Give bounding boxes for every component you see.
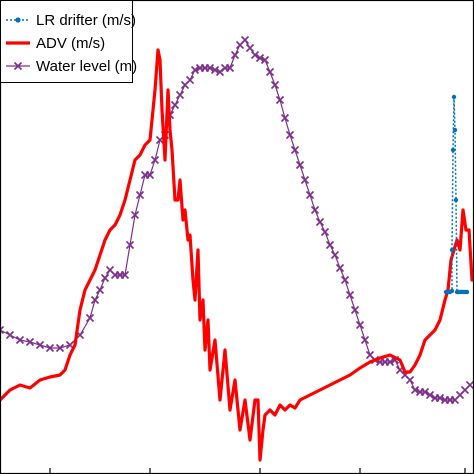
water-level-point-60: [340, 275, 350, 285]
water-level-point-55: [315, 217, 325, 227]
water-level-point-5: [45, 343, 55, 353]
water-level-point-40: [240, 35, 250, 45]
water-level-point-50: [290, 145, 300, 155]
legend: LR drifter (m/s) ADV (m/s) Water level (…: [0, 0, 137, 83]
water-level-point-6: [55, 343, 65, 353]
water-level-point-59: [335, 263, 345, 273]
water-level-point-12: [100, 273, 110, 283]
water-level-point-63: [355, 320, 365, 330]
water-level-point-49: [285, 130, 295, 140]
lr-drifter-point-7: [452, 127, 458, 133]
water-level-point-9: [85, 313, 95, 323]
water-level-point-29: [185, 75, 195, 85]
water-level-point-52: [300, 175, 310, 185]
legend-label-lr-drifter: LR drifter (m/s): [36, 12, 136, 29]
water-level-point-51: [295, 160, 305, 170]
water-level-point-53: [305, 190, 315, 200]
water-level-point-30: [190, 65, 200, 75]
lr-drifter-point-3: [449, 288, 455, 294]
water-level-point-42: [250, 50, 260, 60]
water-level-point-10: [90, 295, 100, 305]
water-level-point-34: [210, 65, 220, 75]
water-level-point-58: [330, 250, 340, 260]
water-level-point-48: [280, 113, 290, 123]
water-level-point-22: [150, 155, 160, 165]
series-water-level-m: [0, 35, 474, 405]
water-level-point-43: [255, 53, 265, 63]
water-level-point-33: [205, 63, 215, 73]
series-line-adv-m-s: [0, 48, 474, 462]
water-level-point-19: [135, 190, 145, 200]
water-level-point-85: [465, 380, 474, 390]
water-level-point-46: [270, 80, 280, 90]
water-level-point-73: [405, 375, 415, 385]
series-adv-m-s: [0, 48, 474, 462]
water-level-point-3: [25, 337, 35, 347]
water-level-point-76: [420, 387, 430, 397]
water-level-point-64: [360, 335, 370, 345]
series-layer: [0, 35, 474, 462]
legend-label-water-level: Water level (m): [36, 58, 137, 75]
lr-drifter-point-4: [449, 247, 455, 253]
legend-marker-lr-drifter-m-s: [15, 17, 21, 23]
water-level-point-41: [245, 43, 255, 53]
water-level-point-16: [120, 270, 130, 280]
water-level-point-38: [230, 50, 240, 60]
water-level-point-74: [410, 385, 420, 395]
legend-marker-water-level-m: [13, 61, 23, 71]
water-level-point-2: [15, 335, 25, 345]
water-level-point-56: [320, 227, 330, 237]
water-level-point-69: [385, 357, 395, 367]
water-level-point-54: [310, 205, 320, 215]
water-level-point-47: [275, 95, 285, 105]
water-level-point-61: [345, 290, 355, 300]
water-level-point-18: [130, 210, 140, 220]
water-level-point-45: [265, 67, 275, 77]
lr-drifter-point-5: [450, 147, 456, 153]
water-level-point-37: [225, 63, 235, 73]
series-lr-drifter-m-s: [443, 94, 470, 295]
water-level-point-0: [0, 325, 5, 335]
water-level-point-26: [170, 100, 180, 110]
water-level-point-21: [145, 170, 155, 180]
legend-label-adv: ADV (m/s): [36, 35, 105, 52]
water-level-point-77: [425, 390, 435, 400]
water-level-point-44: [260, 55, 270, 65]
water-level-point-1: [5, 330, 15, 340]
water-level-point-62: [350, 305, 360, 315]
lr-drifter-point-8: [453, 197, 459, 203]
lr-drifter-point-15: [464, 289, 470, 295]
water-level-point-17: [125, 240, 135, 250]
water-level-point-27: [175, 90, 185, 100]
legend-items: [6, 17, 30, 71]
water-level-point-57: [325, 240, 335, 250]
water-level-point-4: [35, 340, 45, 350]
lr-drifter-point-6: [451, 94, 457, 100]
water-level-point-79: [435, 393, 445, 403]
water-level-point-11: [95, 285, 105, 295]
